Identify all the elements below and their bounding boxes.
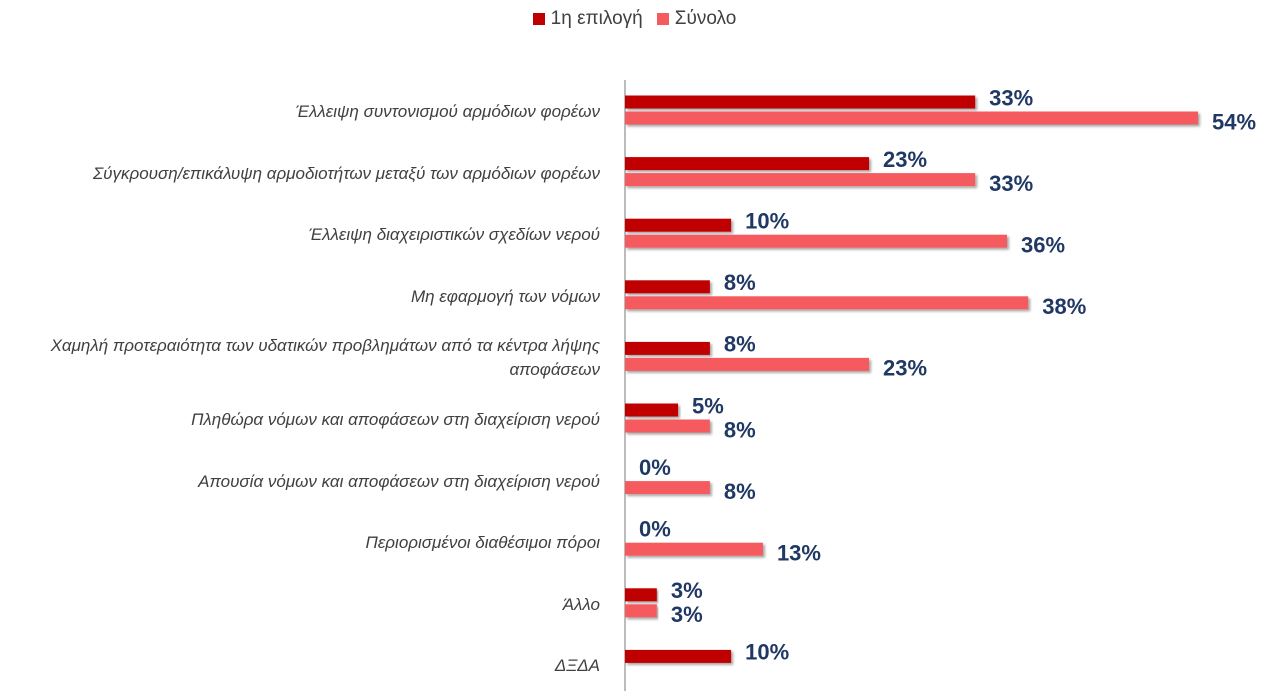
legend-swatch xyxy=(532,13,545,25)
legend-item: 1η επιλογή xyxy=(532,8,643,30)
bar xyxy=(625,649,732,663)
bar xyxy=(625,157,870,171)
bar xyxy=(625,403,679,417)
bar xyxy=(625,173,976,187)
category-label: Χαμηλή προτεραιότητα των υδατικών προβλη… xyxy=(50,336,600,380)
value-label: 8% xyxy=(724,270,756,295)
bar xyxy=(625,481,710,495)
bar xyxy=(625,218,732,232)
bar xyxy=(625,234,1007,248)
value-label: 36% xyxy=(1021,233,1065,258)
legend: 1η επιλογή Σύνολο xyxy=(0,8,1269,30)
category-label: Άλλο xyxy=(562,594,600,614)
bar xyxy=(625,280,710,294)
category-label: Έλλειψη συντονισμού αρμόδιων φορέων xyxy=(295,102,600,121)
value-label: 33% xyxy=(989,171,1033,196)
value-label: 8% xyxy=(724,479,756,504)
category-label: Μη εφαρμογή των νόμων xyxy=(410,286,600,306)
bar xyxy=(625,341,710,355)
value-label: 0% xyxy=(639,517,671,542)
legend-item: Σύνολο xyxy=(656,8,737,30)
value-label: 5% xyxy=(692,393,724,418)
category-label: ΔΞΔΑ xyxy=(554,656,600,676)
value-label: 10% xyxy=(745,209,789,234)
category-label: Απουσία νόμων και αποφάσεων στη διαχείρι… xyxy=(198,471,600,491)
bar xyxy=(625,357,870,371)
value-label: 23% xyxy=(883,356,927,381)
bar xyxy=(625,542,763,556)
category-label: Έλλειψη διαχειριστικών σχεδίων νερού xyxy=(308,225,600,245)
value-label: 3% xyxy=(671,578,703,603)
value-label: 3% xyxy=(671,602,703,627)
bar xyxy=(625,111,1198,125)
bar xyxy=(625,588,657,602)
bar xyxy=(625,296,1029,310)
legend-swatch xyxy=(656,13,669,25)
value-label: 38% xyxy=(1042,294,1086,319)
category-label: Περιορισμένοι διαθέσιμοι πόροι xyxy=(365,533,600,553)
value-label: 54% xyxy=(1212,109,1256,134)
value-label: 8% xyxy=(724,332,756,357)
legend-label: 1η επιλογή xyxy=(550,8,643,29)
category-label: Σύγκρουση/επικάλυψη αρμοδιοτήτων μεταξύ … xyxy=(92,163,600,183)
category-label: Πληθώρα νόμων και αποφάσεων στη διαχείρι… xyxy=(191,410,600,429)
value-label: 8% xyxy=(724,417,756,442)
value-label: 33% xyxy=(989,85,1033,110)
value-label: 0% xyxy=(639,455,671,480)
bar xyxy=(625,95,976,109)
legend-label: Σύνολο xyxy=(674,8,737,29)
bar xyxy=(625,419,710,433)
value-label: 10% xyxy=(745,640,789,665)
value-label: 23% xyxy=(883,147,927,172)
bar xyxy=(625,604,657,618)
value-label: 13% xyxy=(777,541,821,566)
